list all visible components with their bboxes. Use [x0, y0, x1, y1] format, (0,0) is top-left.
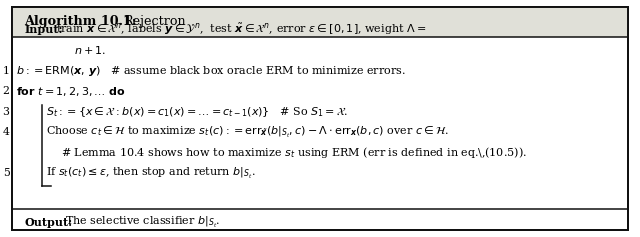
Text: Output:: Output: — [24, 217, 72, 228]
Text: Algorithm 10.1:: Algorithm 10.1: — [24, 15, 137, 28]
Text: Input:: Input: — [24, 24, 63, 35]
Text: $\mathbf{for}\ t = 1, 2, 3, \ldots\ \mathbf{do}$: $\mathbf{for}\ t = 1, 2, 3, \ldots\ \mat… — [16, 85, 126, 98]
Text: 4: 4 — [3, 127, 10, 137]
Text: $n + 1$.: $n + 1$. — [74, 44, 106, 56]
Text: $b := \mathrm{ERM}(\boldsymbol{x},\, \boldsymbol{y})$   # assume black box oracl: $b := \mathrm{ERM}(\boldsymbol{x},\, \bo… — [16, 64, 406, 78]
Text: $S_t := \{x \in \mathcal{X} : b(x) = c_1(x) = \ldots = c_{t-1}(x)\}$   # So $S_1: $S_t := \{x \in \mathcal{X} : b(x) = c_1… — [46, 105, 349, 119]
Text: The selective classifier $b|_{S_t}$.: The selective classifier $b|_{S_t}$. — [65, 214, 221, 230]
Text: 1: 1 — [3, 66, 10, 76]
Text: # Lemma 10.4 shows how to maximize $s_t$ using ERM (err is defined in eq.\,(10.5: # Lemma 10.4 shows how to maximize $s_t$… — [61, 145, 527, 160]
Text: 5: 5 — [3, 169, 10, 178]
Text: If $s_t(c_t) \leq \varepsilon$, then stop and return $b|_{S_t}$.: If $s_t(c_t) \leq \varepsilon$, then sto… — [46, 166, 255, 181]
Text: train $\boldsymbol{x} \in \mathcal{X}^n$, labels $\boldsymbol{y} \in \mathcal{Y}: train $\boldsymbol{x} \in \mathcal{X}^n$… — [56, 22, 427, 37]
Text: 2: 2 — [3, 86, 10, 96]
Text: Choose $c_t \in \mathcal{H}$ to maximize $s_t(c) := \mathrm{err}_{\tilde{\boldsy: Choose $c_t \in \mathcal{H}$ to maximize… — [46, 124, 449, 140]
Bar — [12, 7, 628, 37]
Text: Rejectron: Rejectron — [123, 15, 186, 28]
Text: 3: 3 — [3, 107, 10, 117]
